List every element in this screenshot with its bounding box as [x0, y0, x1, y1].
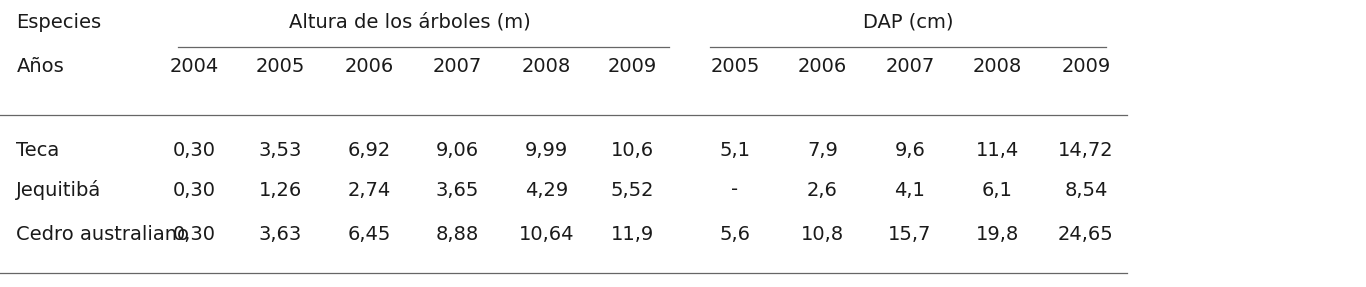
Text: 11,4: 11,4	[975, 141, 1019, 160]
Text: 3,65: 3,65	[436, 181, 479, 199]
Text: 15,7: 15,7	[888, 224, 932, 243]
Text: 6,92: 6,92	[347, 141, 391, 160]
Text: 2,6: 2,6	[807, 181, 837, 199]
Text: 4,29: 4,29	[525, 181, 568, 199]
Text: 10,64: 10,64	[519, 224, 574, 243]
Text: 8,88: 8,88	[436, 224, 479, 243]
Text: 2006: 2006	[798, 57, 847, 77]
Text: 2007: 2007	[885, 57, 934, 77]
Text: Jequitibá: Jequitibá	[16, 180, 101, 200]
Text: 10,8: 10,8	[800, 224, 844, 243]
Text: 10,6: 10,6	[611, 141, 654, 160]
Text: 2007: 2007	[433, 57, 482, 77]
Text: 0,30: 0,30	[172, 181, 216, 199]
Text: 0,30: 0,30	[172, 224, 216, 243]
Text: 3,53: 3,53	[258, 141, 302, 160]
Text: 6,45: 6,45	[347, 224, 391, 243]
Text: 2004: 2004	[169, 57, 219, 77]
Text: 2005: 2005	[710, 57, 759, 77]
Text: Años: Años	[16, 57, 64, 77]
Text: -: -	[731, 181, 739, 199]
Text: 5,1: 5,1	[720, 141, 750, 160]
Text: 3,63: 3,63	[258, 224, 302, 243]
Text: Especies: Especies	[16, 13, 101, 32]
Text: 6,1: 6,1	[982, 181, 1012, 199]
Text: 2008: 2008	[522, 57, 571, 77]
Text: 0,30: 0,30	[172, 141, 216, 160]
Text: 9,6: 9,6	[895, 141, 925, 160]
Text: 2009: 2009	[1061, 57, 1111, 77]
Text: 24,65: 24,65	[1059, 224, 1113, 243]
Text: 5,6: 5,6	[720, 224, 750, 243]
Text: Teca: Teca	[16, 141, 60, 160]
Text: 4,1: 4,1	[895, 181, 925, 199]
Text: 9,99: 9,99	[525, 141, 568, 160]
Text: 2006: 2006	[344, 57, 393, 77]
Text: 2009: 2009	[608, 57, 657, 77]
Text: 11,9: 11,9	[611, 224, 654, 243]
Text: 1,26: 1,26	[258, 181, 302, 199]
Text: 2005: 2005	[255, 57, 305, 77]
Text: 8,54: 8,54	[1064, 181, 1108, 199]
Text: 7,9: 7,9	[807, 141, 837, 160]
Text: 19,8: 19,8	[975, 224, 1019, 243]
Text: 9,06: 9,06	[436, 141, 479, 160]
Text: 14,72: 14,72	[1059, 141, 1113, 160]
Text: Altura de los árboles (m): Altura de los árboles (m)	[290, 13, 530, 32]
Text: DAP (cm): DAP (cm)	[863, 13, 953, 32]
Text: Cedro australiano: Cedro australiano	[16, 224, 190, 243]
Text: 2,74: 2,74	[347, 181, 391, 199]
Text: 2008: 2008	[973, 57, 1022, 77]
Text: 5,52: 5,52	[611, 181, 654, 199]
